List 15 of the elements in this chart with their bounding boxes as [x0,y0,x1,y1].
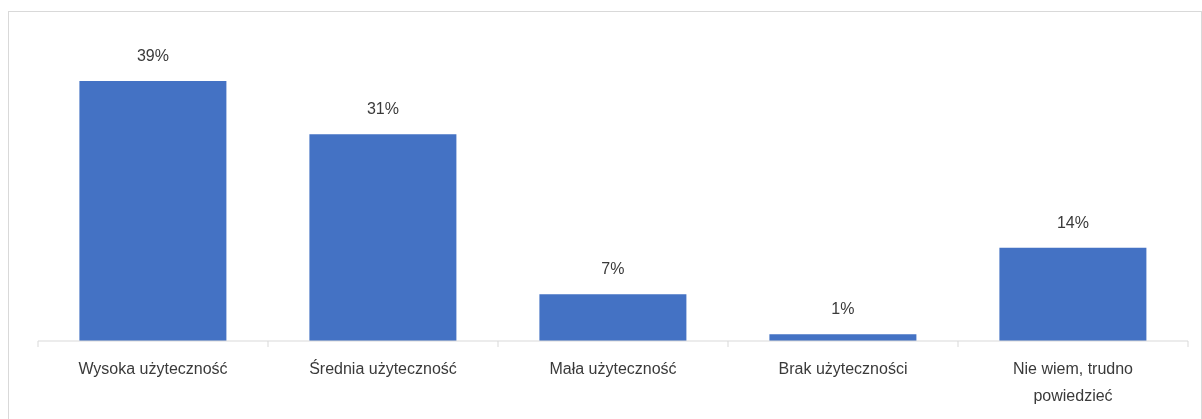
bar [539,294,687,341]
bar [79,81,227,341]
data-label: 1% [831,300,855,318]
x-tick-label: Wysoka użyteczność [78,360,228,378]
data-label: 31% [366,100,399,118]
bar [769,334,917,341]
x-tick-label: Średnia użyteczność [309,359,457,378]
data-label: 14% [1056,213,1089,231]
x-tick-label: Brak użyteczności [778,360,908,378]
data-label: 39% [136,47,169,64]
x-tick-label: Nie wiem, trudno powiedzieć [1012,360,1134,405]
data-label: 7% [601,260,625,278]
bar [999,247,1147,341]
x-tick-label: Mała użyteczność [549,360,677,378]
bar [309,134,457,341]
